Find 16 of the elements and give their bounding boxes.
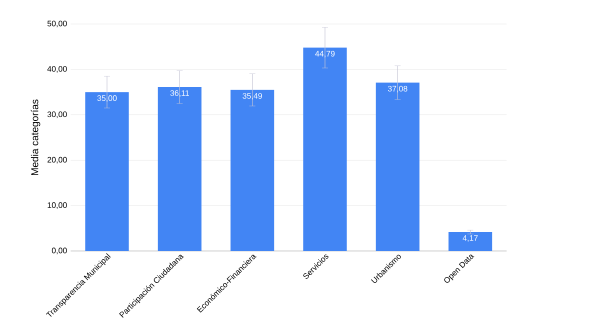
y-tick-label: 30,00 — [47, 111, 67, 118]
y-tick-label: 0,00 — [52, 248, 67, 254]
bar — [448, 232, 492, 251]
y-tick-label: 10,00 — [48, 202, 67, 209]
y-tick-label: 40,00 — [47, 66, 67, 73]
bar — [303, 48, 347, 251]
data-label: 44,79 — [315, 50, 335, 58]
y-tick-label: 20,00 — [48, 156, 67, 164]
bar — [85, 92, 129, 251]
data-label: 4,17 — [462, 235, 478, 242]
y-axis-title: Media categorías — [30, 100, 40, 176]
bar — [376, 82, 420, 251]
y-tick-label: 50,00 — [47, 20, 67, 28]
bar — [230, 90, 274, 251]
bar — [158, 87, 202, 251]
data-label: 35,00 — [97, 95, 117, 102]
